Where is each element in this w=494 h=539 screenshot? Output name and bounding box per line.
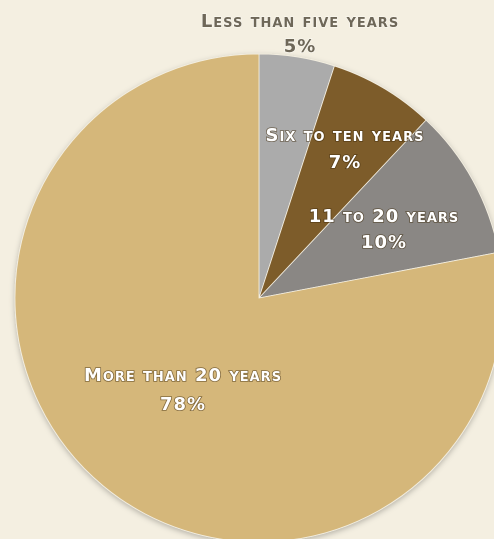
labels-layer: Less than five years 5% Six to ten years 7%… — [83, 10, 460, 415]
slices-layer — [14, 53, 494, 539]
slice-label-less-than-five-years: Less than five years — [201, 11, 399, 32]
slice-label-more-than-20-years: More than 20 years — [84, 365, 282, 386]
pie-slice-more-than-20-years — [14, 53, 494, 539]
slice-label-11-to-20-years: 11 to 20 years — [309, 206, 460, 227]
pie-slice-11-to-20-years — [257, 119, 494, 299]
slice-value-less-than-five-years: 5% — [284, 36, 317, 57]
slice-value-more-than-20-years: 78% — [160, 394, 206, 415]
pie-slice-six-to-ten-years — [258, 65, 427, 299]
slice-label-six-to-ten-years: Six to ten years — [266, 125, 425, 146]
slice-value-six-to-ten-years: 7% — [329, 152, 362, 173]
slice-value-11-to-20-years: 10% — [361, 232, 407, 253]
